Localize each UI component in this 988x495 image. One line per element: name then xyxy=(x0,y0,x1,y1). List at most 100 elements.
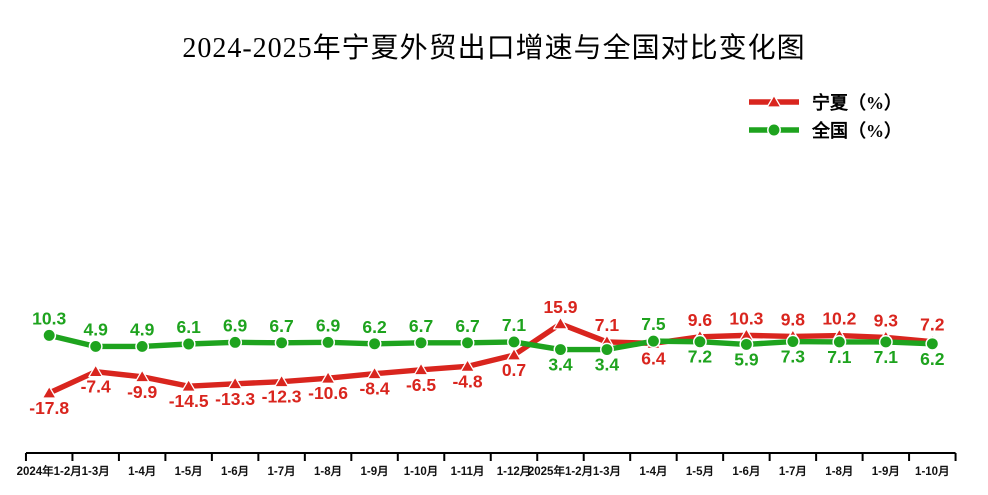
data-point-marker-national xyxy=(878,334,893,349)
legend-item-national: 全国（%） xyxy=(748,118,902,142)
data-label-national: 5.9 xyxy=(734,349,759,369)
data-label-national: 7.1 xyxy=(874,347,899,367)
data-label-national: 6.9 xyxy=(223,315,248,335)
data-label-ningxia: -7.4 xyxy=(81,377,111,397)
data-label-ningxia: -17.8 xyxy=(29,398,69,418)
x-axis-label: 2024年1-2月 xyxy=(17,464,82,478)
data-label-ningxia: -6.5 xyxy=(406,375,436,395)
data-point-marker-national xyxy=(181,337,196,351)
data-point-marker-national xyxy=(88,339,103,354)
data-label-national: 6.7 xyxy=(269,316,293,336)
x-axis-label: 1-12月 xyxy=(497,465,532,478)
data-label-ningxia: 10.3 xyxy=(729,308,763,328)
data-label-ningxia: 7.2 xyxy=(920,315,945,335)
data-label-ningxia: -10.6 xyxy=(308,383,348,403)
data-label-national: 6.1 xyxy=(176,317,201,337)
data-point-marker-national xyxy=(135,339,150,354)
data-point-marker-national xyxy=(321,335,336,350)
data-point-marker-national xyxy=(739,337,754,352)
series-national xyxy=(42,328,940,357)
data-point-marker-national xyxy=(460,335,475,350)
data-label-ningxia: 0.7 xyxy=(502,360,526,380)
x-axis-label: 1-7月 xyxy=(268,465,296,478)
data-labels-national: 10.3 4.9 4.9 6.1 6.9 6.7 6.9 6.2 6.7 6.7 7.1 3.4 3.4… xyxy=(32,308,945,374)
legend-marker-sample xyxy=(767,123,781,137)
data-label-ningxia: 10.2 xyxy=(822,309,856,329)
legend-label-ningxia: 宁夏（%） xyxy=(812,93,902,113)
data-label-national: 3.4 xyxy=(595,355,620,375)
x-axis-label: 2025年1-2月 xyxy=(528,464,593,478)
data-label-ningxia: 9.8 xyxy=(781,309,806,329)
x-axis-label: 1-9月 xyxy=(360,465,388,478)
x-axis-label: 1-4月 xyxy=(639,465,667,478)
data-point-marker-ningxia xyxy=(320,370,336,384)
data-point-marker-ningxia xyxy=(460,359,475,372)
data-label-national: 6.7 xyxy=(409,316,433,336)
data-label-national: 6.9 xyxy=(316,315,341,335)
chart-legend: 宁夏（%） 全国（%） xyxy=(748,90,902,142)
data-point-marker-national xyxy=(692,334,707,349)
data-label-national: 7.5 xyxy=(641,314,666,334)
data-label-ningxia: -14.5 xyxy=(169,391,209,411)
x-axis-label: 1-3月 xyxy=(82,465,110,478)
data-point-marker-national xyxy=(274,335,289,350)
legend-label-national: 全国（%） xyxy=(812,121,902,141)
x-axis-label: 1-11月 xyxy=(451,465,485,478)
data-point-marker-ningxia xyxy=(413,362,429,376)
data-point-marker-national xyxy=(925,336,940,351)
data-label-ningxia: -12.3 xyxy=(262,387,302,407)
legend-marker-sample xyxy=(766,94,782,108)
chart-title: 2024-2025年宁夏外贸出口增速与全国对比变化图 xyxy=(182,33,806,64)
data-point-marker-national xyxy=(228,335,243,350)
data-point-marker-ningxia xyxy=(274,374,290,388)
x-axis-label: 1-5月 xyxy=(175,465,203,478)
triangle-marker-icon xyxy=(749,94,799,108)
data-label-ningxia: -8.4 xyxy=(359,379,389,399)
data-label-ningxia: -13.3 xyxy=(215,389,255,409)
data-label-ningxia: 9.3 xyxy=(874,310,899,330)
data-point-marker-national xyxy=(414,335,428,350)
x-axis-label: 1-10月 xyxy=(404,465,439,478)
data-point-marker-ningxia xyxy=(227,376,243,390)
data-label-national: 7.1 xyxy=(502,315,527,335)
data-point-marker-ningxia xyxy=(506,347,522,361)
circle-marker-icon xyxy=(749,123,799,137)
data-label-national: 6.7 xyxy=(455,316,479,336)
legend-item-ningxia: 宁夏（%） xyxy=(748,90,902,114)
data-point-marker-ningxia xyxy=(134,369,150,383)
data-label-ningxia: -4.8 xyxy=(452,371,482,391)
x-axis-label: 1-7月 xyxy=(779,465,807,478)
data-label-national: 7.1 xyxy=(827,347,852,367)
x-axis: 2024年1-2月 1-3月 1-4月 1-5月 1-6月 1-7月 1-8月 1-9月 1-1… xyxy=(17,452,957,478)
x-axis-label: 1-8月 xyxy=(825,465,853,478)
x-axis-label: 1-8月 xyxy=(314,465,342,478)
data-label-ningxia: 15.9 xyxy=(543,297,577,317)
data-label-ningxia: 9.6 xyxy=(688,310,713,330)
data-label-national: 7.2 xyxy=(688,347,713,367)
data-point-marker-national xyxy=(507,334,521,349)
data-point-marker-national xyxy=(42,328,57,343)
data-point-marker-ningxia xyxy=(367,366,383,380)
x-axis-label: 1-6月 xyxy=(732,465,760,478)
x-axis-label: 1-10月 xyxy=(915,465,950,478)
data-labels-ningxia: -17.8 -7.4 -9.9 -14.5 -13.3 -12.3 -10.6 -8.4 -6.… xyxy=(29,297,944,418)
data-label-ningxia: -9.9 xyxy=(127,382,157,402)
data-point-marker-ningxia xyxy=(553,316,568,330)
series-line-national xyxy=(46,332,936,353)
data-label-national: 6.2 xyxy=(920,349,945,369)
data-point-marker-ningxia xyxy=(181,378,197,392)
data-point-marker-national xyxy=(785,334,800,349)
data-point-marker-national xyxy=(367,336,382,351)
data-point-marker-national xyxy=(600,342,614,357)
data-label-ningxia: 7.1 xyxy=(595,315,620,335)
data-point-marker-ningxia xyxy=(88,364,104,378)
data-point-marker-national xyxy=(553,342,568,357)
x-axis-label: 1-9月 xyxy=(872,465,900,478)
series-line-ningxia xyxy=(46,321,936,396)
data-point-marker-national xyxy=(832,334,847,349)
data-label-national: 4.9 xyxy=(130,319,155,339)
data-label-national: 6.2 xyxy=(362,317,387,337)
x-axis-label: 1-6月 xyxy=(221,465,249,478)
